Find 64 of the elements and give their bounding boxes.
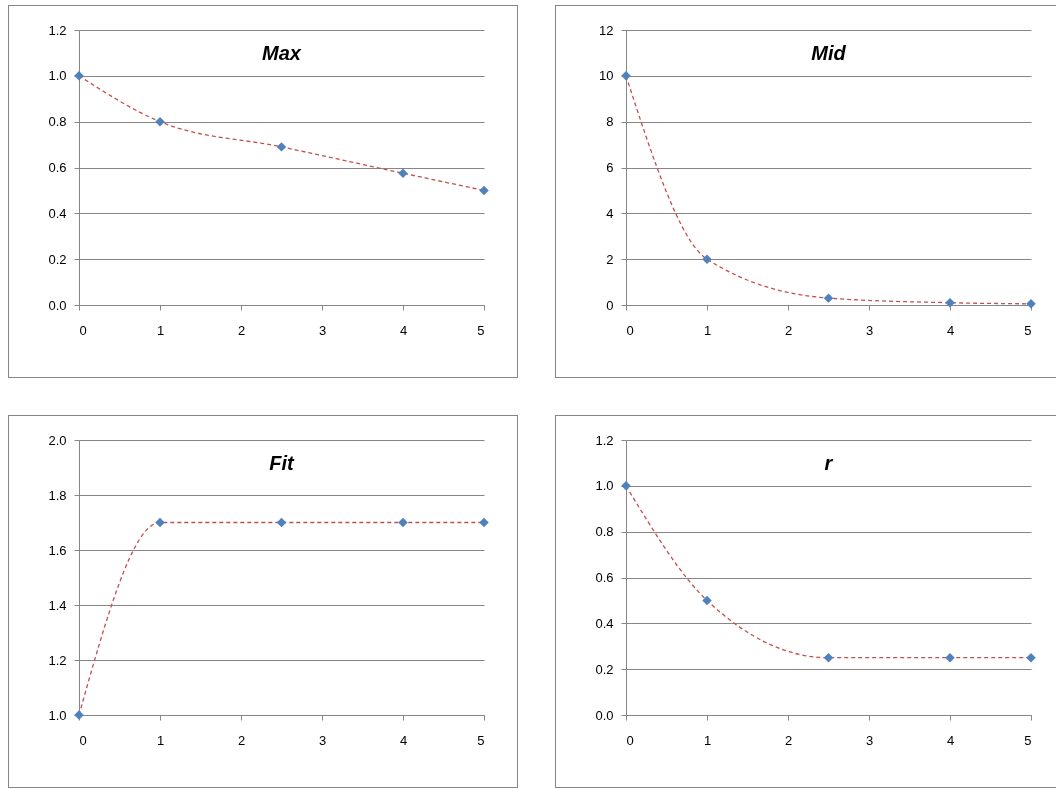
y-tick-label: 1.4 <box>48 597 67 613</box>
y-tick-label: 0.2 <box>48 251 67 267</box>
x-tick-label: 0 <box>626 732 634 748</box>
text: Mid <box>811 42 847 64</box>
y-tick-label: 0.4 <box>595 615 614 631</box>
y-tick-label: 0.0 <box>48 297 67 313</box>
point <box>479 185 489 196</box>
text: r <box>824 452 834 474</box>
point <box>823 293 834 303</box>
x-tick-label: 3 <box>865 322 874 338</box>
point <box>702 595 712 606</box>
y-tick-label: 10 <box>599 68 614 84</box>
y-tick-label: 1.0 <box>595 478 614 494</box>
y-tick-label: 8 <box>606 114 614 130</box>
point <box>945 297 955 308</box>
y-tick-label: 4 <box>606 205 614 221</box>
x-tick-label: 1 <box>156 322 165 338</box>
x-tick-label: 2 <box>237 732 246 748</box>
x-tick-label: 2 <box>784 732 793 748</box>
x-tick-label: 1 <box>703 732 712 748</box>
x-tick-label: 3 <box>318 322 327 338</box>
x-tick-label: 1 <box>703 322 712 338</box>
x-tick-label: 5 <box>477 732 485 748</box>
x-tick-label: 1 <box>156 732 165 748</box>
text: Fit <box>269 452 296 474</box>
y-tick-label: 0.6 <box>48 160 67 175</box>
x-tick-label: 3 <box>865 732 874 748</box>
y-tick-label: 0.8 <box>595 524 614 540</box>
y-tick-label: 2 <box>606 251 614 267</box>
x-tick-label: 0 <box>79 322 87 338</box>
x-tick-label: 0 <box>79 732 87 748</box>
x-tick-label: 3 <box>318 732 327 748</box>
x-tick-label: 5 <box>1024 732 1032 748</box>
point <box>823 652 834 663</box>
point <box>945 652 955 663</box>
x-tick-label: 2 <box>237 322 246 338</box>
y-tick-label: 0.8 <box>48 114 67 130</box>
point <box>155 116 165 127</box>
x-tick-label: 2 <box>784 322 793 338</box>
text: Max <box>262 42 302 64</box>
y-tick-label: 6 <box>606 160 614 175</box>
y-tick-label: 12 <box>599 22 614 38</box>
y-tick-label: 0.2 <box>595 661 614 677</box>
y-tick-label: 2.0 <box>48 432 67 448</box>
y-tick-label: 1.2 <box>595 432 614 448</box>
y-tick-label: 1.0 <box>48 707 67 723</box>
x-tick-label: 4 <box>399 322 408 338</box>
y-tick-label: 0.4 <box>48 205 67 221</box>
y-tick-label: 0 <box>606 297 614 313</box>
y-tick-label: 0.6 <box>595 570 614 585</box>
x-tick-label: 0 <box>626 322 634 338</box>
x-tick-label: 4 <box>946 322 955 338</box>
y-tick-label: 1.8 <box>48 487 67 503</box>
y-tick-label: 0.0 <box>595 707 614 723</box>
y-tick-label: 1.0 <box>48 68 67 84</box>
x-tick-label: 5 <box>1024 322 1032 338</box>
point <box>276 142 287 152</box>
x-tick-label: 4 <box>399 732 408 748</box>
x-tick-label: 4 <box>946 732 955 748</box>
y-tick-label: 1.2 <box>48 22 67 38</box>
x-tick-label: 5 <box>477 322 485 338</box>
y-tick-label: 1.2 <box>48 652 67 668</box>
point <box>1026 652 1036 663</box>
y-tick-label: 1.6 <box>48 542 67 558</box>
